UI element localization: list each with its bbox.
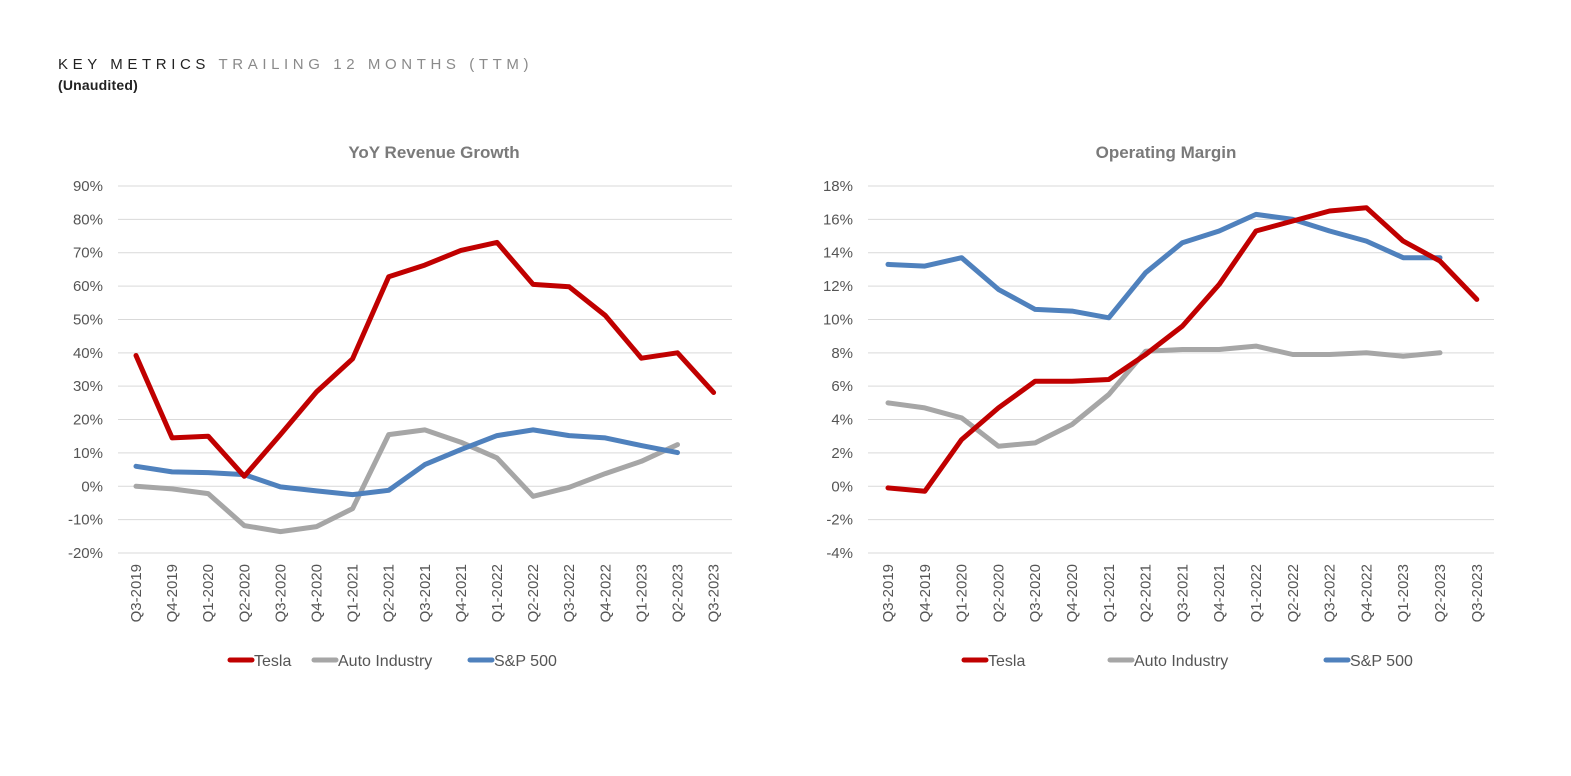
series-line-tesla xyxy=(885,205,1480,494)
x-tick-label: Q2-2020 xyxy=(236,564,253,622)
x-tick-label: Q3-2019 xyxy=(128,564,145,622)
legend-label-s-p-500: S&P 500 xyxy=(494,653,557,670)
x-tick-label: Q2-2023 xyxy=(670,564,687,622)
series-line-auto-industry xyxy=(885,343,1443,449)
x-tick-label: Q1-2022 xyxy=(489,564,506,622)
y-tick-label: 80% xyxy=(73,211,103,228)
y-tick-label: 90% xyxy=(73,178,103,195)
y-tick-label: -2% xyxy=(826,512,853,529)
x-tick-label: Q1-2022 xyxy=(1248,564,1265,622)
x-tick-label: Q3-2021 xyxy=(417,564,434,622)
series-line-s-p-500 xyxy=(133,427,680,498)
x-tick-label: Q3-2021 xyxy=(1174,564,1191,622)
y-tick-label: 0% xyxy=(831,478,853,495)
y-tick-label: 60% xyxy=(73,278,103,295)
y-tick-label: 18% xyxy=(823,178,853,195)
y-tick-label: 50% xyxy=(73,311,103,328)
x-tick-label: Q3-2023 xyxy=(706,564,723,622)
y-tick-label: 0% xyxy=(81,478,103,495)
y-tick-label: -10% xyxy=(68,512,103,529)
x-tick-label: Q4-2022 xyxy=(1358,564,1375,622)
y-tick-label: -20% xyxy=(68,545,103,562)
chart-title: Operating Margin xyxy=(1096,143,1237,162)
y-tick-label: 40% xyxy=(73,345,103,362)
y-tick-label: 10% xyxy=(823,311,853,328)
x-tick-label: Q3-2019 xyxy=(880,564,897,622)
x-tick-label: Q4-2021 xyxy=(453,564,470,622)
unaudited-note: (Unaudited) xyxy=(58,77,138,93)
x-tick-label: Q3-2022 xyxy=(1322,564,1339,622)
y-tick-label: 70% xyxy=(73,245,103,262)
x-tick-label: Q2-2023 xyxy=(1432,564,1449,622)
x-tick-label: Q3-2020 xyxy=(272,564,289,622)
page-header: KEY METRICS TRAILING 12 MONTHS (TTM) (Un… xyxy=(58,56,533,93)
header-title: KEY METRICS xyxy=(58,56,211,73)
header-title-line: KEY METRICS TRAILING 12 MONTHS (TTM) xyxy=(58,56,533,73)
x-tick-label: Q1-2020 xyxy=(200,564,217,622)
y-tick-label: 2% xyxy=(831,445,853,462)
y-tick-label: 8% xyxy=(831,345,853,362)
x-tick-label: Q2-2022 xyxy=(525,564,542,622)
y-tick-label: 4% xyxy=(831,412,853,429)
y-tick-label: 20% xyxy=(73,412,103,429)
x-tick-label: Q1-2021 xyxy=(345,564,362,622)
chart-title: YoY Revenue Growth xyxy=(348,143,519,162)
chart-1: YoY Revenue Growth -20% -10% 0% 10% 20% 30% 40%… xyxy=(68,143,732,670)
series-line-s-p-500 xyxy=(885,211,1443,321)
legend-label-tesla: Tesla xyxy=(988,653,1025,670)
x-tick-label: Q3-2020 xyxy=(1027,564,1044,622)
x-tick-label: Q4-2021 xyxy=(1211,564,1228,622)
chart-2: Operating Margin -4% -2% 0% 2% 4% 6% 8% 10% 12% 14… xyxy=(823,143,1494,670)
legend-label-auto-industry: Auto Industry xyxy=(1134,653,1228,670)
y-tick-label: -4% xyxy=(826,545,853,562)
x-tick-label: Q4-2020 xyxy=(309,564,326,622)
legend-label-s-p-500: S&P 500 xyxy=(1350,653,1413,670)
series-line-tesla xyxy=(133,239,717,479)
legend-label-auto-industry: Auto Industry xyxy=(338,653,432,670)
legend-label-tesla: Tesla xyxy=(254,653,291,670)
x-tick-label: Q3-2022 xyxy=(561,564,578,622)
x-tick-label: Q4-2019 xyxy=(164,564,181,622)
y-tick-label: 6% xyxy=(831,378,853,395)
x-tick-label: Q2-2020 xyxy=(990,564,1007,622)
series-line-auto-industry xyxy=(133,427,680,535)
x-tick-label: Q4-2022 xyxy=(597,564,614,622)
x-tick-label: Q3-2023 xyxy=(1469,564,1486,622)
y-tick-label: 14% xyxy=(823,245,853,262)
x-tick-label: Q2-2021 xyxy=(1138,564,1155,622)
y-tick-label: 10% xyxy=(73,445,103,462)
x-tick-label: Q1-2021 xyxy=(1101,564,1118,622)
x-tick-label: Q1-2023 xyxy=(633,564,650,622)
x-tick-label: Q4-2019 xyxy=(917,564,934,622)
x-tick-label: Q1-2023 xyxy=(1395,564,1412,622)
y-tick-label: 16% xyxy=(823,211,853,228)
y-tick-label: 12% xyxy=(823,278,853,295)
x-tick-label: Q2-2022 xyxy=(1285,564,1302,622)
header-subtitle: TRAILING 12 MONTHS (TTM) xyxy=(218,56,534,73)
x-tick-label: Q4-2020 xyxy=(1064,564,1081,622)
x-tick-label: Q2-2021 xyxy=(381,564,398,622)
x-tick-label: Q1-2020 xyxy=(954,564,971,622)
y-tick-label: 30% xyxy=(73,378,103,395)
